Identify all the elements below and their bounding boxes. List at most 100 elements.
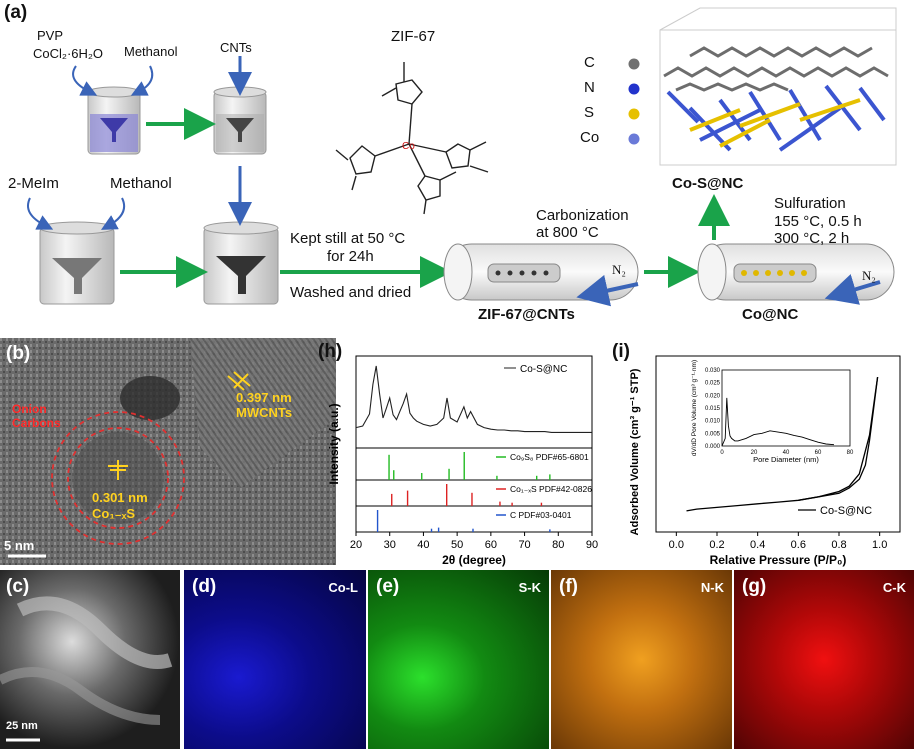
zif67-title: ZIF-67 (391, 28, 436, 45)
haadf-image: (c) 25 nm (0, 570, 180, 749)
xrd-xtick-label: 80 (552, 539, 564, 551)
bet-xtick-label: 0.0 (669, 539, 684, 551)
sulfuration-text: Sulfuration (774, 195, 846, 212)
tube-furnace-1 (443, 243, 639, 307)
n2-label-2: N₂ (862, 268, 876, 283)
panel-i-label: (i) (612, 341, 630, 362)
s-k-label: S-K (518, 580, 541, 595)
crystal-structure (659, 7, 897, 166)
sulf-cond-1: 155 °C, 0.5 h (774, 213, 862, 230)
d-spacing-301: 0.301 nm (92, 490, 148, 505)
co-l-label: Co-L (328, 580, 358, 595)
mwcnts-label: MWCNTs (236, 405, 293, 420)
c-map: (g) C-K (734, 570, 914, 749)
legend-dot-n (628, 83, 640, 95)
washed-text: Washed and dried (290, 284, 412, 301)
xrd-series-line (355, 365, 592, 433)
inset-xtick-label: 80 (847, 450, 854, 456)
bet-xtick-label: 0.6 (791, 539, 806, 551)
zif67-molecule (335, 62, 489, 215)
inset-xtick-label: 20 (751, 450, 758, 456)
bet-xtick-label: 0.2 (709, 539, 724, 551)
bet-frame (655, 355, 901, 533)
d-spacing-397: 0.397 nm (236, 390, 292, 405)
xrd-xtick-label: 60 (485, 539, 497, 551)
sulf-cond-2: 300 °C, 2 h (774, 230, 850, 247)
inset-ytick-label: 0.015 (705, 406, 721, 412)
bet-xlabel: Relative Pressure (P/P₀) (710, 553, 847, 567)
xrd-ref-legend-label: Co₉S₈ PDF#65-6801 (510, 452, 589, 462)
xrd-xlabel: 2θ (degree) (442, 553, 506, 567)
inset-xtick-label: 0 (720, 450, 724, 456)
panel-b-label: (b) (6, 343, 31, 364)
onion-label: Onion (12, 402, 47, 416)
zif-cnts-label: ZIF-67@CNTs (478, 306, 575, 323)
s-map: (e) S-K (368, 570, 549, 749)
bet-chart: 0.0 0.2 0.4 0.6 0.8 1.0 Relative Pressure (P/P… (629, 355, 901, 567)
inset-ytick-label: 0.005 (705, 431, 721, 437)
beaker-mixed (203, 221, 279, 305)
inset-ylabel: dV/dD Pore Volume (cm³ g⁻¹·nm) (691, 360, 698, 456)
inset-ytick-label: 0.025 (705, 381, 721, 387)
cnts-label: CNTs (220, 40, 252, 55)
co-map: (d) Co-L (184, 570, 366, 749)
legend-label-s: S (584, 104, 595, 121)
scale-25nm: 25 nm (6, 720, 38, 732)
for-24h-text: for 24h (327, 248, 374, 265)
scale-5nm: 5 nm (4, 538, 35, 553)
bet-xtick-label: 1.0 (872, 539, 887, 551)
xrd-frame (355, 355, 593, 533)
bet-ylabel: Adsorbed Volume (cm³ g⁻¹ STP) (629, 368, 641, 535)
inset-frame (721, 369, 851, 447)
phase-label: Co₁₋ₓS (92, 506, 135, 521)
bet-xtick-label: 0.4 (750, 539, 765, 551)
beaker-cnts (213, 86, 267, 155)
panel-f-label: (f) (559, 576, 578, 597)
xrd-ref-legend-label: C PDF#03-0401 (510, 510, 572, 520)
panel-a-label: (a) (4, 2, 28, 23)
inset-ytick-label: 0.030 (705, 368, 721, 374)
legend-label-n: N (584, 79, 595, 96)
inset-ytick-label: 0.000 (705, 444, 721, 450)
co-nc-label: Co@NC (742, 306, 799, 323)
beaker-meim (39, 221, 115, 305)
n-map: (f) N-K (551, 570, 732, 749)
inset-xtick-label: 40 (783, 450, 790, 456)
c-k-label: C-K (882, 580, 906, 595)
legend-dot-s (628, 108, 640, 120)
kept-still-text: Kept still at 50 °C (290, 230, 406, 247)
carb-temp-text: at 800 °C (536, 224, 599, 241)
beaker-purple (87, 86, 141, 155)
xrd-xtick-label: 90 (586, 539, 598, 551)
panel-h-label: (h) (318, 341, 343, 362)
xrd-chart: Co-S@NC Co₉S₈ PDF#65-6801 Co₁₋ₓS PDF#42-08… (327, 355, 598, 567)
xrd-ylabel: Intensity (a.u.) (327, 403, 341, 484)
xrd-xtick-label: 70 (518, 539, 530, 551)
carbonization-text: Carbonization (536, 207, 629, 224)
synthesis-schematic: Co (27, 7, 897, 307)
xrd-ref-legend-label: Co₁₋ₓS PDF#42-0826 (510, 484, 592, 494)
panel-d-label: (d) (192, 576, 217, 597)
hrtem-image: (b) Onion Carbons 0.397 nm MWCNTs 0.301 … (0, 338, 336, 565)
reagent-cocl2: CoCl₂·6H₂O (33, 46, 104, 61)
xrd-legend-label: Co-S@NC (520, 364, 567, 375)
inset-ytick-label: 0.010 (705, 419, 721, 425)
bet-legend-label: Co-S@NC (820, 505, 872, 517)
legend-label-co: Co (580, 129, 600, 146)
methanol-label-1: Methanol (124, 44, 178, 59)
n-k-label: N-K (700, 580, 724, 595)
xrd-xtick-label: 50 (451, 539, 463, 551)
n2-label-1: N₂ (612, 262, 626, 277)
inset-series-line (721, 397, 835, 447)
inset-xtick-label: 60 (815, 450, 822, 456)
co-s-nc-label: Co-S@NC (672, 175, 744, 192)
tube-furnace-2 (697, 243, 895, 305)
bet-xtick-label: 0.8 (831, 539, 846, 551)
meim-label: 2-MeIm (8, 175, 59, 192)
xrd-xtick-label: 20 (350, 539, 362, 551)
legend-dot-c (628, 58, 640, 70)
inset-xlabel: Pore Diameter (nm) (753, 455, 819, 464)
legend-dot-co (628, 133, 640, 145)
bet-series-line (798, 377, 879, 501)
panel-e-label: (e) (376, 576, 400, 597)
